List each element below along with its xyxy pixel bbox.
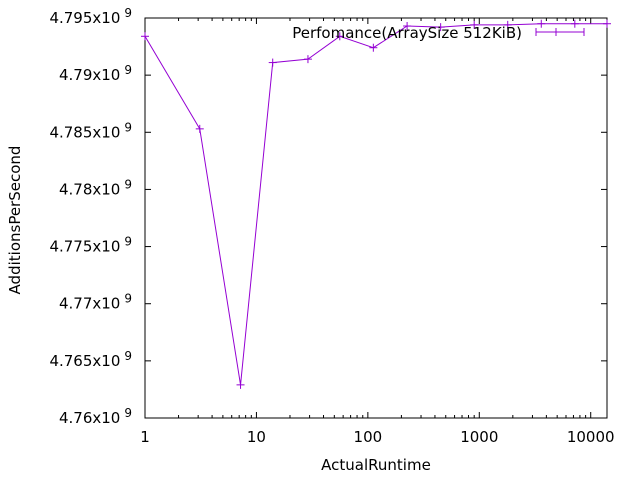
plot-frame bbox=[144, 17, 608, 419]
data-point bbox=[470, 20, 479, 29]
series-line bbox=[144, 23, 607, 385]
x-tick-label: 100 bbox=[354, 428, 383, 446]
y-tick-label: 4.79x10 9 bbox=[59, 63, 132, 84]
data-point bbox=[403, 22, 412, 30]
data-point bbox=[268, 58, 277, 67]
y-tick-label: 4.77x10 9 bbox=[59, 292, 132, 313]
y-axis-title: AdditionsPerSecond bbox=[6, 146, 24, 295]
data-point bbox=[303, 55, 312, 64]
legend: Perfomance(ArraySize 512KiB) bbox=[292, 24, 585, 42]
x-tick-label: 10 bbox=[247, 428, 266, 446]
data-point bbox=[141, 32, 149, 41]
x-axis-title: ActualRuntime bbox=[321, 456, 431, 474]
y-tick-label: 4.76x10 9 bbox=[59, 406, 132, 427]
x-tick-label: 1 bbox=[140, 428, 150, 446]
y-tick-label: 4.78x10 9 bbox=[59, 177, 132, 198]
data-point bbox=[570, 19, 579, 28]
x-tick-label: 1000 bbox=[460, 428, 498, 446]
data-point bbox=[603, 19, 611, 28]
data-point bbox=[335, 32, 344, 41]
data-point bbox=[236, 380, 245, 389]
data-point bbox=[436, 23, 445, 32]
x-axis-ticks: 1 10 100 1000 10000 bbox=[140, 18, 615, 446]
y-tick-label: 4.795x10 9 bbox=[49, 6, 132, 27]
y-tick-label: 4.785x10 9 bbox=[49, 120, 132, 141]
data-point bbox=[195, 124, 204, 133]
data-point bbox=[503, 20, 512, 29]
y-tick-label: 4.765x10 9 bbox=[49, 349, 132, 370]
y-axis-ticks: 4.76x10 9 4.765x10 9 4.77x10 9 4.775x10 9 4.78x1… bbox=[49, 6, 607, 427]
data-point bbox=[537, 19, 546, 28]
data-point bbox=[369, 43, 378, 52]
series-layer bbox=[141, 19, 611, 389]
y-tick-label: 4.775x10 9 bbox=[49, 235, 132, 256]
legend-label: Perfomance(ArraySize 512KiB) bbox=[292, 24, 522, 42]
x-tick-label: 10000 bbox=[567, 428, 615, 446]
